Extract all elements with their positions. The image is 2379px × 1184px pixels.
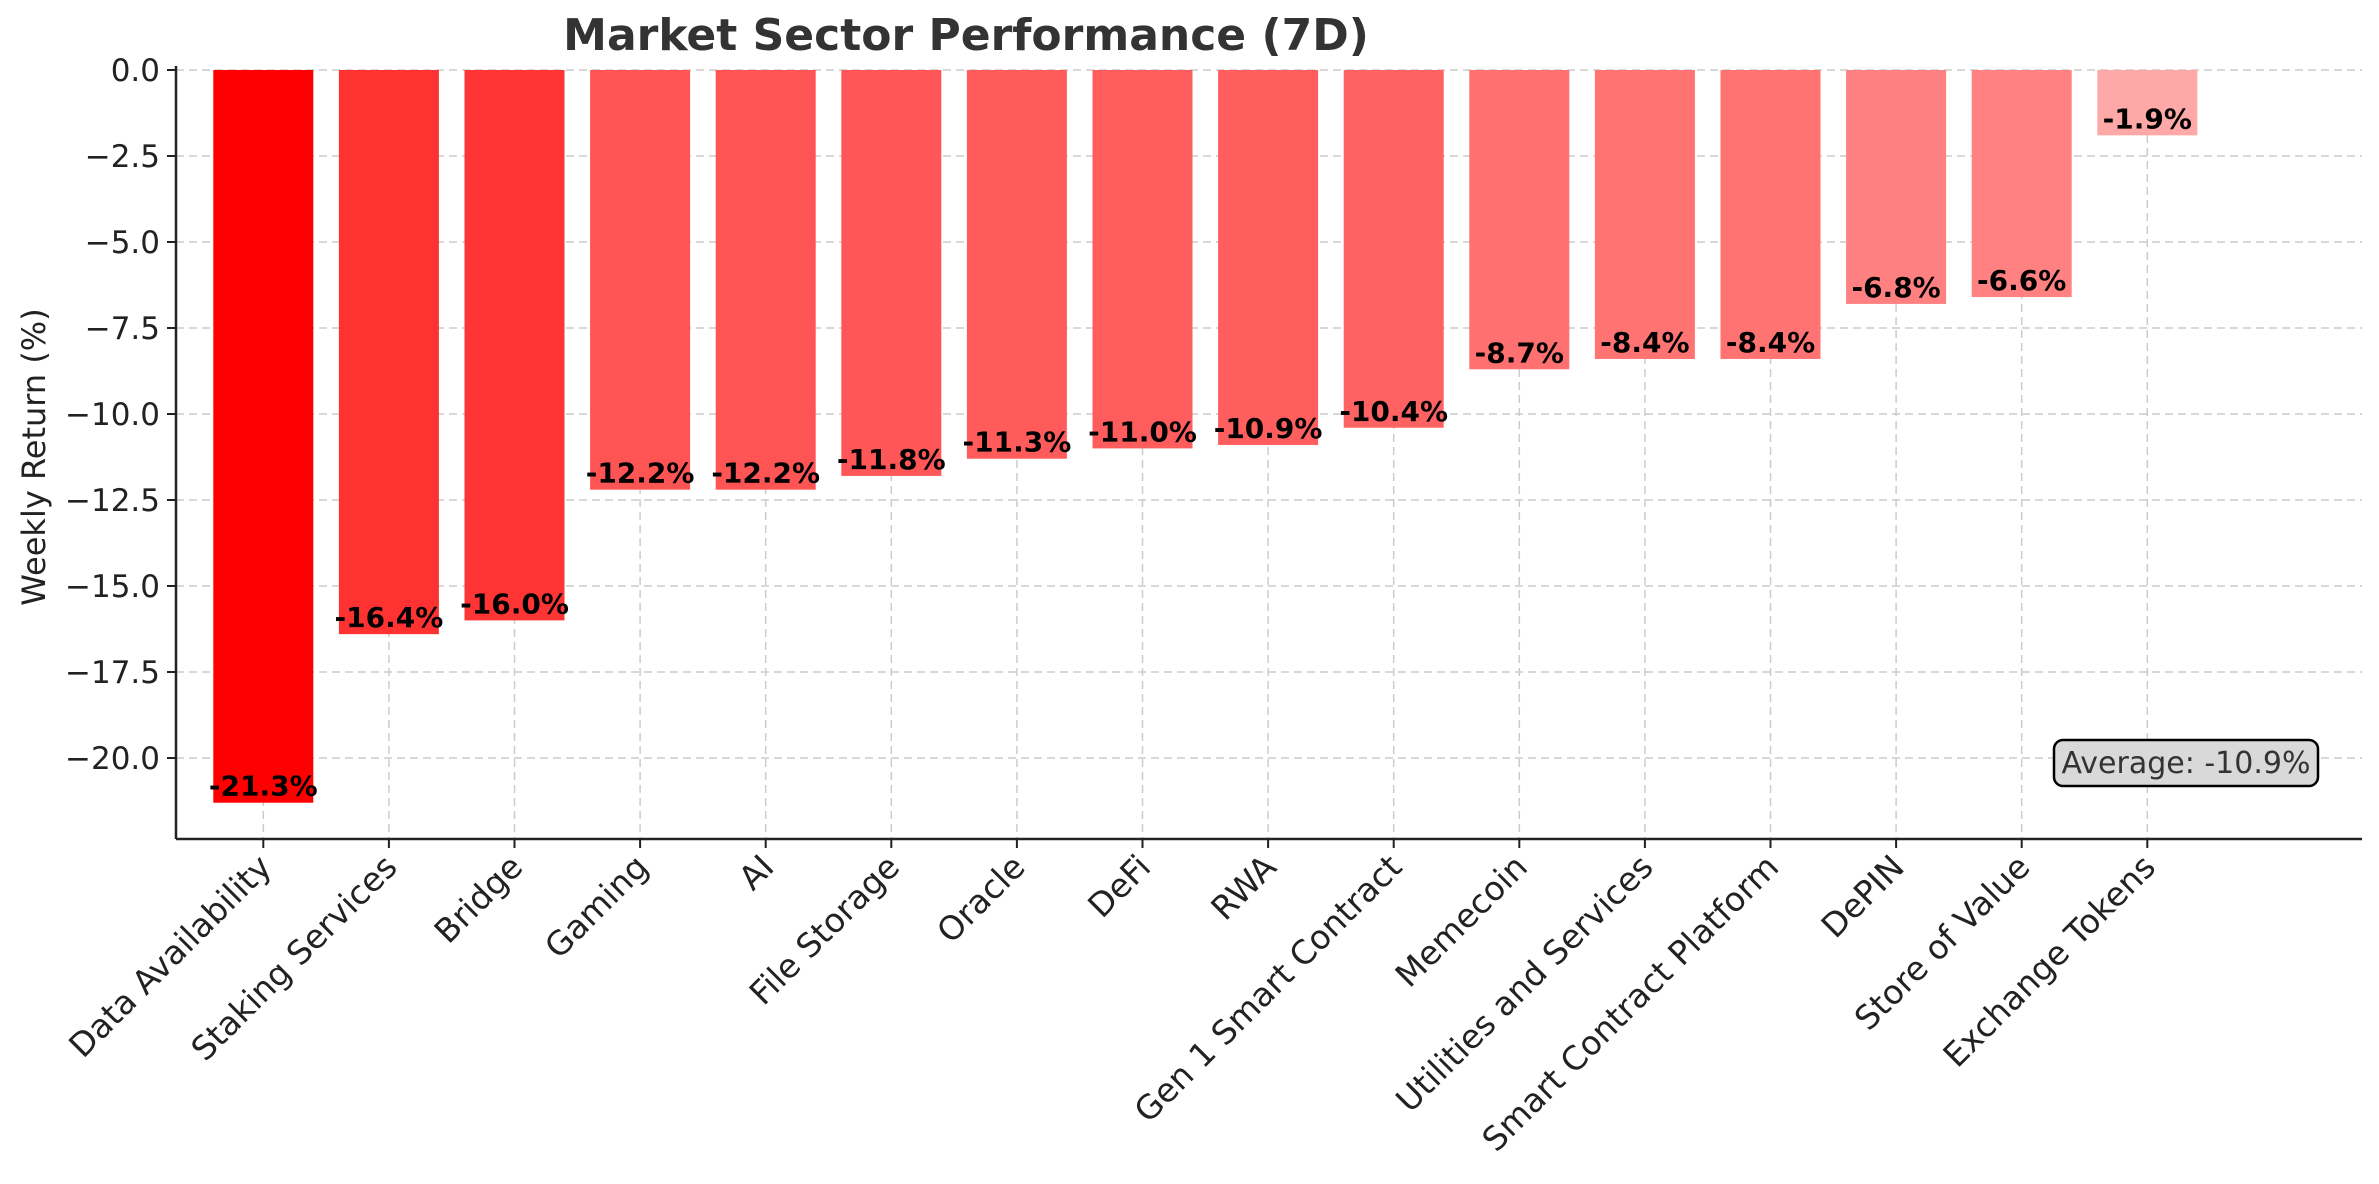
bar <box>1594 70 1695 359</box>
data-label: -1.9% <box>2103 102 2192 135</box>
y-tick-label: −12.5 <box>65 483 160 519</box>
data-label: -12.2% <box>711 457 820 490</box>
data-label: -8.7% <box>1475 336 1564 369</box>
x-tick-label: Staking Services <box>183 847 404 1068</box>
x-tick-label: DeFi <box>1080 847 1158 925</box>
average-annotation: Average: -10.9% <box>2052 738 2320 788</box>
bar <box>1092 70 1193 449</box>
x-tick-label: Exchange Tokens <box>1935 847 2163 1075</box>
x-tick-label: RWA <box>1203 847 1284 928</box>
bar <box>213 70 314 803</box>
bar <box>1720 70 1821 359</box>
bar <box>464 70 565 621</box>
data-label: -10.4% <box>1339 395 1448 428</box>
data-label: -6.8% <box>1851 271 1940 304</box>
x-tick-label: DePIN <box>1813 847 1911 945</box>
data-label: -6.6% <box>1977 264 2066 297</box>
y-axis-label: Weekly Return (%) <box>15 308 53 605</box>
data-label: -8.4% <box>1600 326 1689 359</box>
bar <box>966 70 1067 459</box>
data-label: -10.9% <box>1214 412 1323 445</box>
bars <box>213 70 2198 803</box>
bar <box>1218 70 1319 445</box>
x-tick-label: Utilities and Services <box>1388 847 1661 1120</box>
y-tick-label: −10.0 <box>65 397 160 433</box>
data-label: -8.4% <box>1726 326 1815 359</box>
bar <box>590 70 691 490</box>
average-annotation-text: Average: -10.9% <box>2062 746 2311 781</box>
y-tick-label: −5.0 <box>85 225 160 261</box>
bar <box>338 70 439 635</box>
x-tick-label: Oracle <box>929 847 1033 951</box>
bar <box>1343 70 1444 428</box>
bar <box>1971 70 2072 298</box>
data-label: -11.8% <box>837 443 946 476</box>
data-labels: -21.3% -16.4% -16.0% -12.2% -12.2% -11.8% -11.… <box>209 102 2192 802</box>
data-label: -16.4% <box>335 601 444 634</box>
data-label: -11.0% <box>1088 415 1197 448</box>
y-tick-label: 0.0 <box>111 53 160 89</box>
y-tick-label: −2.5 <box>85 139 160 175</box>
average-annotation-box <box>2052 738 2320 788</box>
bar <box>2097 70 2198 136</box>
chart-title: Market Sector Performance (7D) <box>563 10 1369 61</box>
y-tick-label: −17.5 <box>65 655 160 691</box>
bar <box>715 70 816 490</box>
bar <box>841 70 942 476</box>
bar <box>1469 70 1570 370</box>
y-tick-label: −15.0 <box>65 569 160 605</box>
x-tick-label: Bridge <box>427 847 531 951</box>
y-tick-label: −20.0 <box>65 741 160 777</box>
x-tick-label: AI <box>731 847 781 897</box>
data-label: -12.2% <box>586 457 695 490</box>
data-label: -11.3% <box>963 426 1072 459</box>
data-label: -16.0% <box>460 587 569 620</box>
bar <box>1846 70 1947 304</box>
y-tick-label: −7.5 <box>85 311 160 347</box>
x-tick-label: Gaming <box>537 847 656 966</box>
data-label: -21.3% <box>209 770 318 803</box>
